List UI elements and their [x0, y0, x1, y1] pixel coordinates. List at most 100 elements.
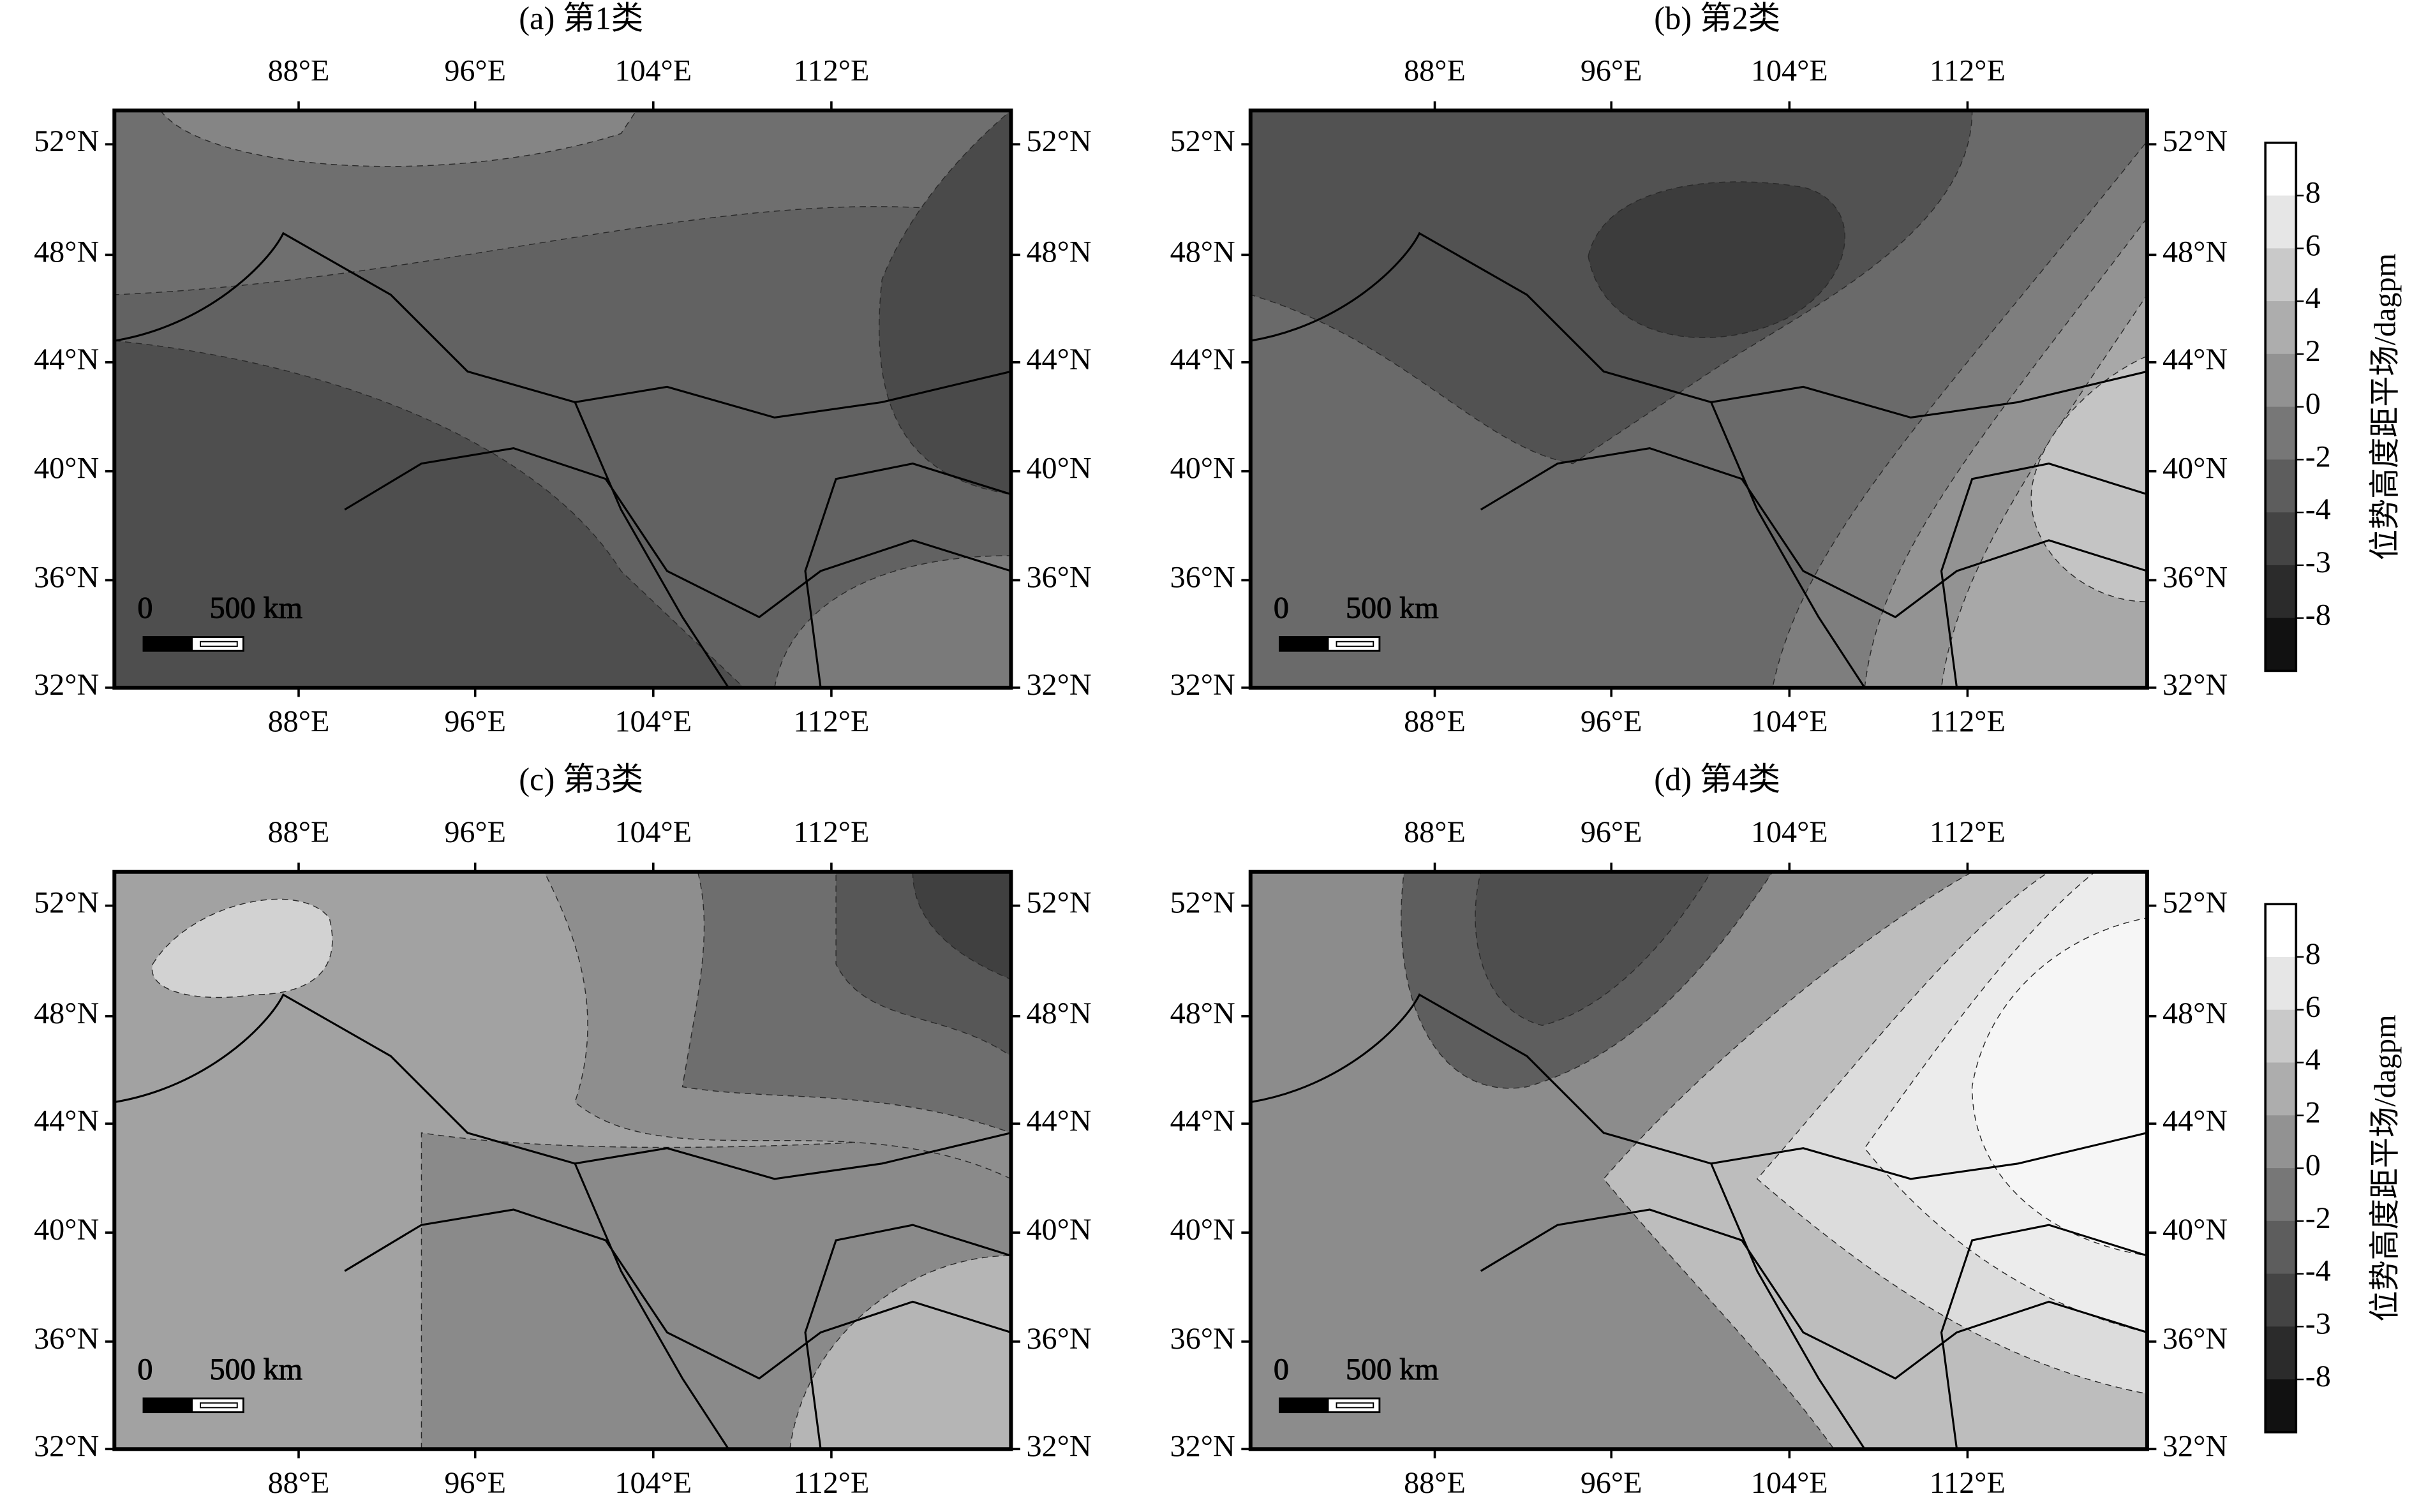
x-tick-label: 104°E	[614, 705, 692, 739]
y-tick-label: 32°N	[34, 1429, 99, 1463]
colorbar-label: -3	[2305, 545, 2331, 579]
x-tick-label: 96°E	[1581, 815, 1642, 849]
map-fill	[114, 110, 1011, 688]
x-tick-label: 96°E	[1581, 54, 1642, 88]
y-tick-label: 48°N	[2163, 235, 2228, 269]
x-tick-label: 104°E	[614, 815, 692, 849]
y-tick-label: 40°N	[1170, 452, 1235, 485]
y-tick-label: 32°N	[2163, 1429, 2228, 1463]
colorbar-swatch	[2265, 1062, 2297, 1116]
scale-bar-segment	[1336, 1402, 1374, 1409]
boundary-line	[344, 1208, 1011, 1380]
scale-bar-segment	[200, 641, 238, 647]
x-tick-label: 96°E	[444, 54, 506, 88]
y-tick-label: 40°N	[34, 452, 99, 485]
colorbar-swatch	[2265, 618, 2297, 672]
contour-region	[1971, 917, 2147, 1256]
colorbar: 8 6 4 2 0 -2 -4 -3 -8 位势高度距平场/dagpm	[2264, 903, 2402, 1434]
y-tick-label: 44°N	[34, 343, 99, 376]
boundary-line	[1480, 447, 2147, 619]
scale-bar-label: 0	[137, 591, 153, 625]
colorbar: 8 6 4 2 0 -2 -4 -3 -8 位势高度距平场/dagpm	[2264, 141, 2402, 672]
y-tick-label: 52°N	[34, 124, 99, 158]
y-tick-label: 48°N	[34, 235, 99, 269]
colorbar-title: 位势高度距平场/dagpm	[2369, 253, 2402, 560]
scale-bar-segment	[1279, 637, 1329, 651]
x-tick-label: 104°E	[1751, 1466, 1828, 1500]
boundary-line	[1940, 463, 2147, 688]
y-tick-label: 52°N	[1026, 124, 1091, 158]
y-tick-label: 48°N	[1170, 235, 1235, 269]
x-tick-label: 104°E	[1751, 815, 1828, 849]
x-tick-label: 88°E	[1404, 705, 1466, 739]
x-tick-label: 104°E	[614, 1466, 692, 1500]
colorbar-label: -4	[2305, 1254, 2331, 1288]
y-tick-label: 32°N	[2163, 668, 2228, 702]
colorbar-label: -2	[2305, 1201, 2331, 1235]
y-tick-label: 52°N	[1170, 886, 1235, 920]
contour-region	[912, 871, 1011, 980]
y-tick-label: 36°N	[1170, 1322, 1235, 1356]
scale-bar-label: 0	[1274, 1353, 1289, 1386]
colorbar-swatch	[2265, 904, 2297, 958]
x-tick-label: 88°E	[268, 54, 330, 88]
contour-region	[1588, 181, 1845, 338]
colorbar-swatch	[2265, 565, 2297, 619]
y-tick-label: 44°N	[2163, 1104, 2228, 1138]
x-tick-label: 112°E	[793, 705, 869, 739]
map-panel: (a) 第1类 88°E 88°E 96°E 96°E 104°E 104°E 112°E 11…	[34, 0, 1091, 738]
y-tick-label: 52°N	[34, 886, 99, 920]
colorbar-swatch	[2265, 1168, 2297, 1222]
scale-bar-label: 0	[137, 1353, 153, 1386]
y-tick-label: 48°N	[1026, 235, 1091, 269]
y-tick-label: 52°N	[1026, 886, 1091, 920]
y-tick-label: 40°N	[34, 1213, 99, 1247]
colorbar-swatch	[2265, 142, 2297, 196]
y-tick-label: 36°N	[2163, 1322, 2228, 1356]
y-tick-label: 44°N	[1170, 343, 1235, 376]
boundary-line	[114, 993, 1011, 1180]
contour-region	[789, 1255, 1011, 1449]
y-tick-label: 40°N	[1026, 1213, 1091, 1247]
colorbar-swatch	[2265, 1326, 2297, 1380]
y-tick-label: 44°N	[1026, 1104, 1091, 1138]
boundary-line	[1250, 232, 2147, 419]
map-panel: (c) 第3类 88°E 88°E 96°E 96°E 104°E 104°E 112°E 11…	[34, 762, 1091, 1500]
colorbar-label: 2	[2305, 1095, 2321, 1129]
contour-region	[1475, 871, 1712, 1027]
y-tick-label: 36°N	[34, 561, 99, 595]
colorbar-label: -4	[2305, 493, 2331, 526]
colorbar-label: 0	[2305, 387, 2321, 421]
map-panel: (b) 第2类 88°E 88°E 96°E 96°E 104°E 104°E 112°E 11…	[1170, 0, 2228, 738]
x-tick-label: 88°E	[268, 1466, 330, 1500]
map-frame	[112, 108, 1013, 690]
contour-region	[774, 555, 1011, 688]
scale-bar-label: 500 km	[1346, 591, 1439, 625]
y-tick-label: 40°N	[1170, 1213, 1235, 1247]
x-tick-label: 112°E	[793, 1466, 869, 1500]
x-tick-label: 88°E	[1404, 54, 1466, 88]
map-frame	[112, 870, 1013, 1451]
colorbar-label: -3	[2305, 1307, 2331, 1340]
x-tick-label: 88°E	[1404, 1466, 1466, 1500]
x-tick-label: 112°E	[1930, 705, 2006, 739]
y-tick-label: 48°N	[1170, 997, 1235, 1030]
scale-bar-segment	[200, 1402, 238, 1409]
map-panel: (d) 第4类 88°E 88°E 96°E 96°E 104°E 104°E 112°E 11…	[1170, 762, 2228, 1500]
y-tick-label: 36°N	[34, 1322, 99, 1356]
colorbar-title: 位势高度距平场/dagpm	[2369, 1014, 2402, 1321]
scale-bar-segment	[1279, 1398, 1329, 1412]
y-tick-label: 32°N	[34, 668, 99, 702]
map-fill	[1250, 110, 2147, 688]
x-tick-label: 88°E	[268, 815, 330, 849]
y-tick-label: 36°N	[1026, 1322, 1091, 1356]
x-tick-label: 112°E	[1930, 54, 2006, 88]
x-tick-label: 88°E	[1404, 815, 1466, 849]
y-tick-label: 44°N	[34, 1104, 99, 1138]
scale-bar-segment	[1336, 641, 1374, 647]
boundary-line	[1480, 1208, 2147, 1380]
colorbar-swatch	[2265, 1115, 2297, 1169]
scale-bar-segment	[143, 1398, 193, 1412]
